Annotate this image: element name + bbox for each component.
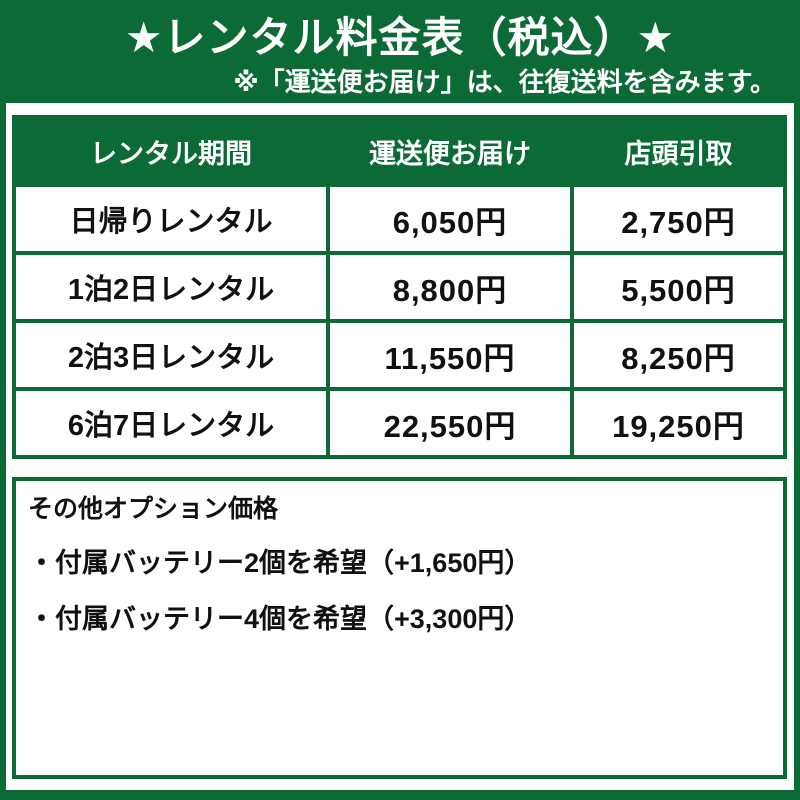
content-area: レンタル期間 運送便お届け 店頭引取 日帰りレンタル 6,050円 2,750円… (6, 103, 794, 790)
pickup-price-cell: 8,250円 (574, 323, 783, 387)
option-item-battery-4: ・付属バッテリー4個を希望（+3,300円） (28, 604, 532, 634)
col-header-rental-period: レンタル期間 (12, 115, 330, 187)
delivery-price-cell: 6,050円 (330, 187, 570, 251)
options-title: その他オプション価格 (28, 495, 279, 523)
period-cell: 1泊2日レンタル (16, 255, 326, 319)
pickup-price-cell: 5,500円 (574, 255, 783, 319)
col-header-store-pickup: 店頭引取 (570, 115, 787, 187)
option-item-battery-2: ・付属バッテリー2個を希望（+1,650円） (28, 548, 532, 578)
pickup-price-cell: 19,250円 (574, 391, 783, 455)
pickup-price-cell: 2,750円 (574, 187, 783, 251)
period-cell: 6泊7日レンタル (16, 391, 326, 455)
banner-note: ※「運送便お届け」は、往復送料を含みます。 (233, 67, 776, 97)
delivery-price-cell: 11,550円 (330, 323, 570, 387)
banner: ★レンタル料金表（税込）★ ※「運送便お届け」は、往復送料を含みます。 (0, 0, 800, 103)
col-header-delivery: 運送便お届け (326, 115, 574, 187)
period-cell: 日帰りレンタル (16, 187, 326, 251)
price-table: レンタル期間 運送便お届け 店頭引取 日帰りレンタル 6,050円 2,750円… (12, 115, 787, 459)
delivery-price-cell: 8,800円 (330, 255, 570, 319)
delivery-price-cell: 22,550円 (330, 391, 570, 455)
page-title: ★レンタル料金表（税込）★ (124, 14, 676, 61)
period-cell: 2泊3日レンタル (16, 323, 326, 387)
options-box: その他オプション価格 ・付属バッテリー2個を希望（+1,650円） ・付属バッテ… (12, 477, 787, 779)
